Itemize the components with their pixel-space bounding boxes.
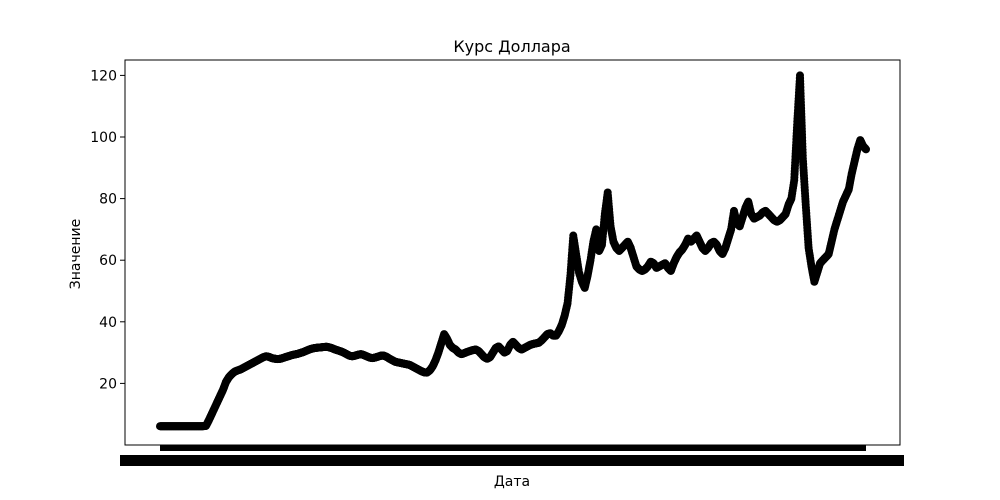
y-tick-label: 120: [90, 68, 117, 84]
x-tick-labels-overlapping: [120, 455, 904, 466]
x-axis-label: Дата: [494, 474, 530, 490]
y-tick-label: 40: [99, 315, 117, 331]
x-axis-ticks: [120, 445, 904, 466]
y-axis-ticks: 20 40 60 80 100 120: [90, 68, 125, 392]
y-tick-label: 80: [99, 192, 117, 208]
data-point: [862, 145, 870, 154]
y-tick-label: 60: [99, 253, 117, 269]
y-tick-label: 20: [99, 376, 117, 392]
y-tick-label: 100: [90, 130, 117, 146]
data-points: [156, 71, 870, 431]
x-tick-marks: [160, 445, 866, 451]
y-axis-label: Значение: [68, 219, 84, 289]
chart-title: Курс Доллара: [453, 37, 570, 56]
